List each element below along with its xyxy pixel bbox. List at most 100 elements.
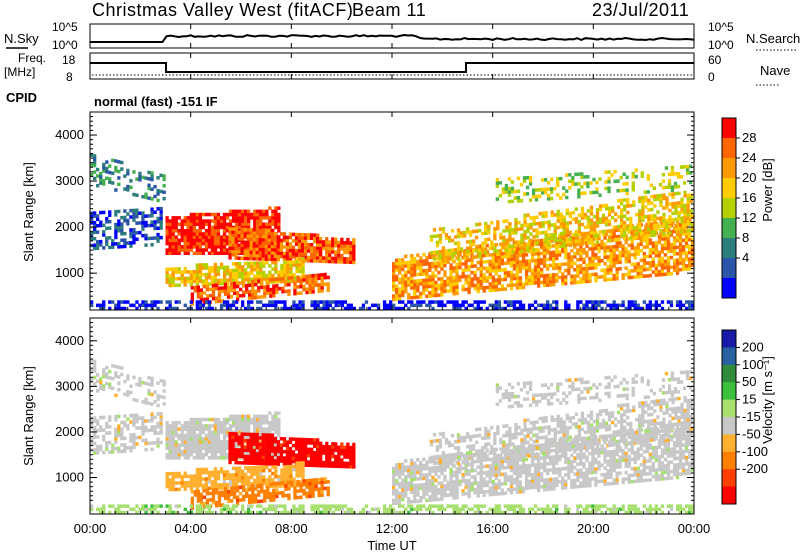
power-cell bbox=[670, 169, 675, 173]
power-cell bbox=[395, 277, 399, 282]
power-cell bbox=[410, 266, 414, 271]
power-cell bbox=[282, 251, 287, 256]
velocity-cell bbox=[210, 470, 215, 475]
power-cell bbox=[225, 229, 230, 233]
power-cell bbox=[671, 205, 675, 209]
velocity-cell bbox=[156, 394, 160, 398]
power-cell bbox=[680, 200, 684, 205]
power-cell bbox=[653, 194, 657, 198]
velocity-cell bbox=[252, 442, 256, 446]
power-cell bbox=[114, 306, 118, 311]
velocity-cell bbox=[189, 417, 193, 422]
power-cell bbox=[668, 231, 672, 235]
power-cell bbox=[325, 246, 329, 251]
power-cell bbox=[255, 231, 259, 235]
power-cell bbox=[589, 221, 594, 226]
power-cell bbox=[464, 300, 468, 304]
power-cell bbox=[526, 235, 530, 240]
power-cell bbox=[419, 272, 423, 276]
velocity-cell bbox=[300, 456, 305, 461]
power-cell bbox=[510, 186, 515, 191]
power-cell bbox=[612, 254, 616, 259]
power-cell bbox=[253, 219, 257, 223]
power-cell bbox=[612, 303, 616, 308]
power-cell bbox=[502, 235, 506, 240]
power-cell bbox=[328, 240, 332, 244]
power-cell bbox=[633, 306, 637, 311]
power-cell bbox=[603, 268, 607, 272]
power-cell bbox=[533, 252, 538, 256]
velocity-cell bbox=[216, 443, 221, 447]
power-cell bbox=[657, 253, 662, 258]
power-cell bbox=[559, 235, 563, 239]
power-cell bbox=[576, 303, 580, 308]
power-cell bbox=[189, 245, 193, 249]
power-cell bbox=[238, 209, 242, 214]
velocity-cell bbox=[264, 455, 268, 460]
power-cell bbox=[623, 224, 627, 228]
velocity-cell bbox=[207, 430, 212, 435]
power-cell bbox=[537, 277, 541, 282]
power-cell bbox=[340, 260, 344, 264]
power-cell bbox=[516, 176, 521, 181]
power-cell bbox=[322, 243, 326, 247]
power-cell bbox=[683, 190, 687, 195]
power-cell bbox=[93, 163, 97, 168]
power-cell bbox=[484, 250, 488, 255]
velocity-cell bbox=[268, 427, 272, 431]
power-cell bbox=[582, 303, 586, 308]
power-cell bbox=[502, 242, 506, 246]
power-cell bbox=[123, 244, 127, 249]
velocity-cell bbox=[150, 392, 154, 397]
power-cell bbox=[669, 233, 674, 237]
power-cell bbox=[395, 268, 399, 272]
power-cell bbox=[512, 283, 517, 287]
power-cell bbox=[488, 259, 492, 264]
power-cell bbox=[147, 170, 151, 175]
nave-label: Nave bbox=[760, 63, 790, 78]
power-cell bbox=[287, 292, 291, 296]
velocity-cell bbox=[168, 440, 172, 444]
power-cell bbox=[512, 306, 517, 311]
power-cell bbox=[642, 264, 646, 269]
power-cell bbox=[202, 284, 206, 289]
power-cell bbox=[207, 212, 212, 217]
power-cell bbox=[668, 192, 672, 197]
power-cell bbox=[283, 263, 287, 268]
power-cell bbox=[525, 176, 530, 180]
power-cell bbox=[165, 235, 169, 239]
power-cell bbox=[271, 216, 275, 220]
power-cell bbox=[322, 259, 326, 264]
power-cell bbox=[244, 277, 248, 282]
power-cell bbox=[180, 245, 184, 249]
power-cell bbox=[322, 300, 326, 304]
power-cell bbox=[491, 269, 495, 273]
power-cell bbox=[108, 219, 112, 224]
power-cell bbox=[523, 229, 527, 234]
power-cell bbox=[105, 160, 109, 164]
power-cell bbox=[518, 260, 523, 264]
power-cell bbox=[266, 281, 270, 286]
velocity-cell bbox=[108, 424, 112, 429]
power-cell bbox=[252, 247, 256, 251]
power-cell bbox=[653, 220, 657, 224]
power-cell bbox=[550, 196, 554, 201]
power-cell bbox=[311, 274, 315, 278]
power-cell bbox=[246, 227, 250, 232]
power-cell bbox=[651, 241, 655, 245]
power-cell bbox=[688, 267, 692, 271]
power-cell bbox=[455, 300, 459, 304]
power-cell bbox=[683, 203, 687, 208]
velocity-cell bbox=[96, 435, 100, 439]
power-cell bbox=[600, 306, 604, 311]
power-cell bbox=[675, 303, 680, 308]
power-cell bbox=[280, 273, 284, 277]
power-cell bbox=[262, 209, 266, 214]
velocity-cell bbox=[228, 444, 232, 449]
velocity-cell bbox=[183, 449, 187, 454]
power-cell bbox=[514, 227, 518, 232]
power-cell bbox=[313, 256, 317, 260]
power-cell bbox=[316, 303, 320, 308]
velocity-cell bbox=[171, 424, 175, 428]
power-cell bbox=[678, 306, 683, 311]
